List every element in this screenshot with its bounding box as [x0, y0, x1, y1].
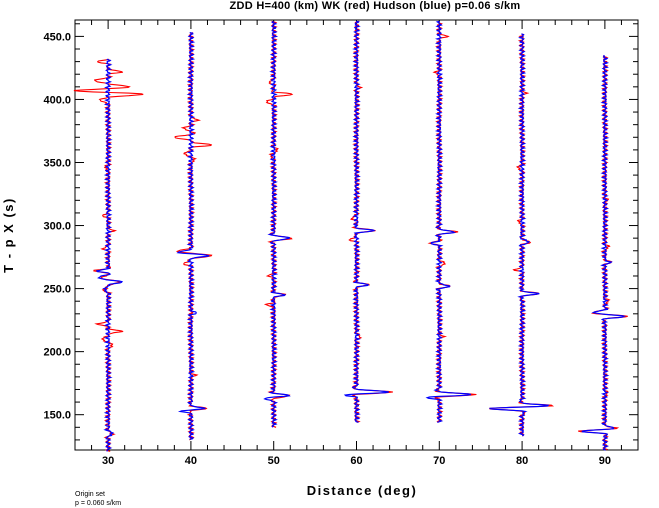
hudson-trace-90 [581, 54, 626, 451]
y-tick-label: 200.0 [43, 347, 71, 359]
wk-trace-90 [578, 54, 628, 451]
x-tick-label: 90 [599, 455, 611, 467]
y-tick-label: 450.0 [43, 31, 71, 43]
y-tick-label: 150.0 [43, 410, 71, 422]
x-axis-label: Distance (deg) [307, 483, 418, 498]
x-tick-label: 30 [102, 455, 114, 467]
footer-slowness: p = 0.060 s/km [75, 500, 121, 507]
hudson-trace-30 [95, 58, 123, 452]
y-axis-label: T - p X (s) [1, 197, 16, 273]
hudson-trace-50 [263, 20, 291, 428]
x-tick-label: 40 [185, 455, 197, 467]
footer-origin: Origin set [75, 491, 105, 498]
traces-group [73, 20, 628, 452]
hudson-trace-80 [489, 33, 550, 437]
chart-title: ZDD H=400 (km) WK (red) Hudson (blue) p=… [230, 0, 521, 12]
axis-ticks: 30 40 50 60 70 80 90 150.0 200.0 250.0 300.0 350.0 4… [43, 20, 639, 467]
y-tick-label: 300.0 [43, 221, 71, 233]
y-tick-label: 400.0 [43, 94, 71, 106]
y-tick-label: 350.0 [43, 157, 71, 169]
x-tick-label: 70 [433, 455, 445, 467]
hudson-trace-40 [176, 32, 210, 440]
hudson-trace-60 [343, 20, 389, 423]
hudson-trace-70 [425, 20, 472, 423]
x-tick-label: 60 [350, 455, 362, 467]
x-tick-label: 50 [268, 455, 280, 467]
wk-trace-50 [263, 20, 294, 428]
x-tick-label: 80 [516, 455, 528, 467]
y-tick-label: 250.0 [43, 284, 71, 296]
wk-trace-70 [427, 20, 477, 423]
wk-trace-40 [174, 32, 213, 441]
